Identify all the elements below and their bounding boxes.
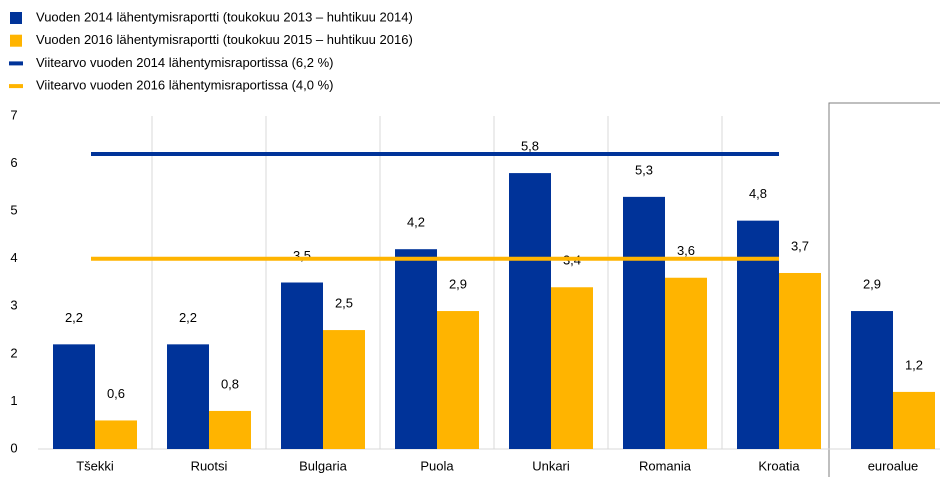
x-tick-label: Puola: [420, 458, 454, 473]
data-label: 0,6: [107, 386, 125, 401]
x-tick-label: Romania: [639, 458, 692, 473]
x-tick-label: Kroatia: [758, 458, 800, 473]
y-tick-label: 7: [10, 107, 17, 122]
data-label: 2,9: [863, 276, 881, 291]
data-label: 4,8: [749, 186, 767, 201]
x-tick-label: Bulgaria: [299, 458, 347, 473]
bar: [53, 344, 95, 449]
bar: [167, 344, 209, 449]
bar: [95, 420, 137, 449]
data-label: 0,8: [221, 376, 239, 391]
data-label: 1,2: [905, 357, 923, 372]
x-tick-label: Unkari: [532, 458, 570, 473]
bar: [509, 173, 551, 450]
x-tick-label: Tšekki: [76, 458, 114, 473]
legend-label: Vuoden 2014 lähentymisraportti (toukokuu…: [36, 9, 413, 24]
bar: [551, 287, 593, 449]
data-label: 2,9: [449, 276, 467, 291]
bar: [395, 249, 437, 449]
y-tick-label: 4: [10, 250, 17, 265]
bar: [281, 282, 323, 449]
y-tick-label: 2: [10, 345, 17, 360]
legend-label: Viitearvo vuoden 2016 lähentymisraportis…: [36, 78, 333, 93]
y-tick-label: 6: [10, 155, 17, 170]
y-tick-label: 3: [10, 298, 17, 313]
data-label: 2,2: [65, 310, 83, 325]
bar: [779, 272, 821, 449]
x-tick-label: Ruotsi: [191, 458, 228, 473]
legend-swatch: [10, 34, 22, 47]
data-label: 2,5: [335, 296, 353, 311]
bar: [437, 311, 479, 449]
y-tick-label: 0: [10, 440, 17, 455]
data-label: 3,6: [677, 243, 695, 258]
legend-label: Viitearvo vuoden 2014 lähentymisraportis…: [36, 55, 333, 70]
bar: [893, 391, 935, 449]
data-label: 2,2: [179, 310, 197, 325]
bar: [665, 277, 707, 449]
bar: [623, 196, 665, 449]
data-label: 3,7: [791, 238, 809, 253]
bar: [737, 220, 779, 449]
data-label: 5,3: [635, 162, 653, 177]
bar: [323, 330, 365, 449]
y-tick-label: 1: [10, 393, 17, 408]
bar: [209, 410, 251, 449]
data-label: 4,2: [407, 215, 425, 230]
bar: [851, 311, 893, 449]
legend-swatch: [10, 12, 22, 24]
y-tick-label: 5: [10, 203, 17, 218]
separator: [828, 102, 940, 477]
x-tick-label: euroalue: [868, 458, 919, 473]
legend-label: Vuoden 2016 lähentymisraportti (toukokuu…: [36, 32, 413, 47]
data-label: 5,8: [521, 139, 539, 154]
